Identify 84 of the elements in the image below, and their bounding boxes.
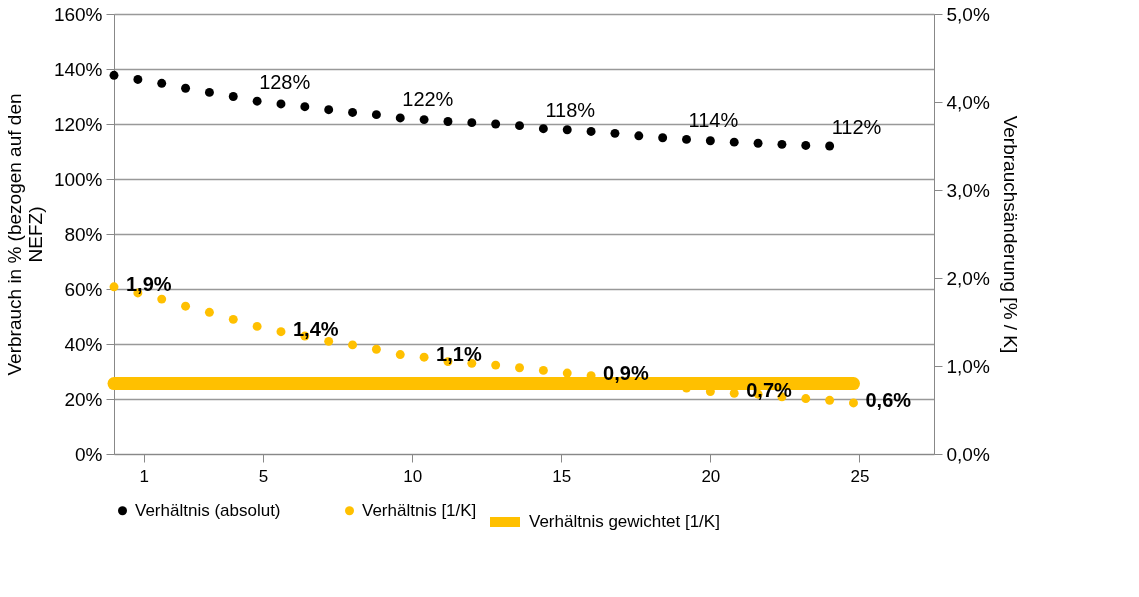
point: [753, 138, 763, 148]
y2-tick-label: 3,0%: [946, 179, 990, 201]
data-label: 118%: [545, 98, 596, 121]
point: [109, 70, 119, 80]
legend-label: Verhältnis (absolut): [135, 500, 281, 520]
point: [658, 133, 668, 143]
point: [395, 113, 405, 123]
point: [491, 119, 501, 129]
point: [682, 134, 691, 144]
y-tick-label: 140%: [53, 58, 103, 80]
point: [586, 126, 596, 136]
data-label: 122%: [402, 87, 454, 110]
point: [610, 128, 620, 138]
point: [228, 314, 238, 324]
x-tick-label: 20: [701, 466, 721, 486]
point: [562, 125, 572, 135]
legend-label: Verhältnis [1/K]: [362, 500, 477, 520]
point: [538, 365, 548, 375]
point: [276, 99, 286, 109]
point: [252, 96, 262, 106]
point: [515, 121, 524, 131]
point: [491, 360, 501, 370]
point: [157, 294, 167, 304]
legend-label: Verhältnis gewichtet [1/K]: [529, 512, 720, 531]
y-tick-label: 160%: [53, 3, 103, 25]
point: [538, 124, 548, 134]
y2-axis-title: Verbrauchsänderung [% / K]: [999, 115, 1021, 354]
data-label: 1,1%: [436, 343, 482, 366]
point: [825, 395, 835, 405]
point: [443, 117, 453, 126]
y-axis-title: Verbrauch in % (bezogen auf den NEFZ): [3, 93, 46, 376]
data-label: 1,4%: [292, 317, 339, 340]
point: [419, 352, 429, 362]
point: [133, 74, 143, 84]
y2-tick-label: 0,0%: [946, 443, 990, 465]
point: [157, 78, 167, 88]
point: [371, 344, 381, 354]
y-tick-label: 120%: [53, 113, 103, 135]
point: [562, 368, 572, 378]
y2-tick-label: 1,0%: [946, 355, 990, 377]
point: [515, 363, 524, 373]
point: [204, 307, 214, 317]
y-tick-label: 100%: [53, 168, 103, 190]
x-tick-label: 5: [258, 466, 269, 486]
point: [801, 394, 811, 404]
point: [228, 92, 238, 101]
point: [204, 87, 214, 97]
point: [109, 282, 119, 292]
point: [300, 102, 310, 112]
point: [348, 340, 358, 350]
point: [729, 137, 739, 147]
point: [252, 321, 262, 331]
point: [705, 136, 715, 146]
data-label: 112%: [831, 116, 882, 138]
data-label: 114%: [688, 109, 739, 132]
y-tick-label: 40%: [64, 333, 103, 355]
y-tick-label: 60%: [64, 278, 103, 300]
point: [419, 115, 429, 125]
point: [467, 118, 477, 128]
point: [634, 131, 644, 141]
x-tick-label: 25: [850, 466, 870, 486]
data-label: 128%: [259, 71, 311, 94]
point: [777, 139, 787, 149]
x-tick-label: 15: [552, 466, 572, 486]
point: [395, 350, 405, 360]
x-tick-label: 1: [139, 466, 150, 486]
x-tick-label: 10: [403, 466, 423, 486]
y2-tick-label: 2,0%: [946, 267, 990, 289]
y-tick-label: 80%: [64, 223, 103, 245]
point: [825, 141, 835, 151]
point: [348, 107, 358, 117]
point: [181, 301, 191, 311]
point: [181, 83, 191, 93]
point: [801, 140, 811, 150]
y-tick-label: 20%: [64, 388, 103, 410]
y-tick-label: 0%: [75, 443, 103, 465]
point: [371, 110, 381, 120]
data-label: 0,6%: [865, 388, 912, 411]
y2-tick-label: 5,0%: [946, 3, 990, 25]
data-label: 1,9%: [126, 272, 172, 295]
point: [276, 327, 286, 337]
y2-tick-label: 4,0%: [946, 91, 990, 113]
point: [849, 398, 858, 408]
point: [324, 105, 334, 115]
